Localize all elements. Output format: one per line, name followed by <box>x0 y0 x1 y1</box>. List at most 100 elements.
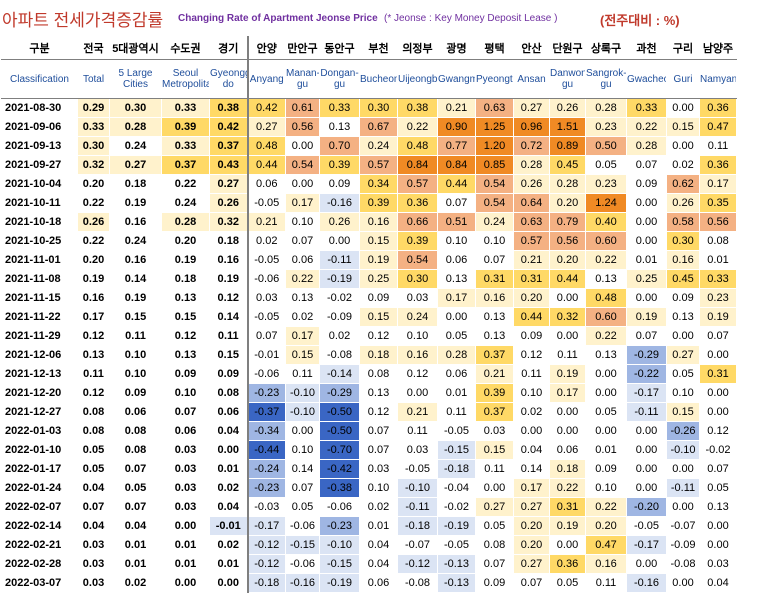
rate-cell: 0.03 <box>161 478 210 498</box>
rate-cell: 0.21 <box>397 402 438 422</box>
table-body: 2021-08-30 0.29 0.30 0.33 0.38 0.42 0.61 0.33 0.… <box>1 98 737 593</box>
column-header-english: Ansan <box>513 59 550 99</box>
rate-cell: 0.03 <box>397 288 438 308</box>
rate-cell: 0.02 <box>209 478 248 498</box>
column-header-korean: 평택 <box>475 36 514 60</box>
rate-cell: -0.06 <box>285 516 320 536</box>
rate-cell: -0.26 <box>666 421 700 441</box>
rate-cell: 0.24 <box>109 231 162 251</box>
rate-cell: 0.18 <box>549 459 586 479</box>
rate-cell: 0.33 <box>161 98 210 118</box>
rate-cell: 0.10 <box>475 231 514 251</box>
jeonse-rate-table: 구분 전국 5대광역시 수도권 경기 안양 만안구 동안구 부천 의정부 광명 평택 안산 단원구 상록구… <box>1 36 737 593</box>
rate-cell: 0.07 <box>699 459 737 479</box>
rate-cell: 0.63 <box>513 212 550 232</box>
column-header-korean: 동안구 <box>319 36 360 60</box>
rate-cell: 0.37 <box>209 136 248 156</box>
rate-cell: 0.15 <box>359 307 398 327</box>
column-header-english: Bucheon <box>359 59 398 99</box>
table-row: 2022-02-28 0.03 0.01 0.01 0.01 -0.12 -0.06 -0.1… <box>1 554 737 574</box>
rate-cell: 0.11 <box>475 459 514 479</box>
rate-cell: 0.66 <box>397 212 438 232</box>
rate-cell: 0.15 <box>475 440 514 460</box>
rate-cell: 0.03 <box>77 535 110 555</box>
table-row: 2022-02-07 0.07 0.07 0.03 0.04 -0.03 0.05 -0.06… <box>1 497 737 517</box>
rate-cell: 0.08 <box>699 231 737 251</box>
rate-cell: 0.00 <box>549 535 586 555</box>
rate-cell: 0.00 <box>285 421 320 441</box>
rate-cell: 0.07 <box>285 231 320 251</box>
rate-cell: -0.20 <box>626 497 667 517</box>
row-date: 2021-08-30 <box>1 98 78 118</box>
row-date: 2021-09-06 <box>1 117 78 137</box>
rate-cell: 0.13 <box>359 383 398 403</box>
rate-cell: -0.09 <box>319 307 360 327</box>
rate-cell: 0.06 <box>437 364 476 384</box>
row-header-korean: 구분 <box>1 36 78 60</box>
rate-cell: -0.06 <box>246 269 286 289</box>
rate-cell: -0.23 <box>246 478 286 498</box>
rate-cell: 0.12 <box>77 383 110 403</box>
rate-cell: 0.43 <box>209 155 248 175</box>
rate-cell: -0.07 <box>397 535 438 555</box>
rate-cell: 0.12 <box>359 402 398 422</box>
jeonse-note: (* Jeonse : Key Money Deposit Lease ) <box>384 13 558 24</box>
rate-cell: 0.19 <box>209 269 248 289</box>
rate-cell: -0.05 <box>397 459 438 479</box>
rate-cell: 0.15 <box>209 345 248 365</box>
rate-cell: 0.00 <box>319 231 360 251</box>
rate-cell: 0.26 <box>666 193 700 213</box>
rate-cell: 0.00 <box>699 516 737 536</box>
rate-cell: 0.19 <box>77 269 110 289</box>
rate-cell: -0.11 <box>319 250 360 270</box>
table-row: 2022-01-10 0.05 0.08 0.03 0.00 -0.44 0.10 -0.70… <box>1 440 737 460</box>
rate-cell: 0.20 <box>513 516 550 536</box>
rate-cell: 0.05 <box>77 459 110 479</box>
rate-cell: 0.70 <box>319 136 360 156</box>
rate-cell: 0.16 <box>585 554 627 574</box>
rate-cell: 0.07 <box>359 421 398 441</box>
rate-cell: 0.22 <box>77 193 110 213</box>
rate-cell: -0.06 <box>246 364 286 384</box>
rate-cell: -0.13 <box>437 573 476 593</box>
rate-cell: 0.06 <box>246 174 286 194</box>
rate-cell: 0.05 <box>109 478 162 498</box>
rate-cell: 0.31 <box>475 269 514 289</box>
rate-cell: 0.27 <box>666 345 700 365</box>
table-row: 2021-11-08 0.19 0.14 0.18 0.19 -0.06 0.22 -0.19… <box>1 269 737 289</box>
row-date: 2021-11-15 <box>1 288 78 308</box>
table-row: 2021-10-04 0.20 0.18 0.22 0.27 0.06 0.00 0.09 0.… <box>1 174 737 194</box>
rate-cell: 0.64 <box>513 193 550 213</box>
rate-cell: 0.31 <box>699 364 737 384</box>
rate-cell: -0.23 <box>246 383 286 403</box>
rate-cell: 0.03 <box>246 288 286 308</box>
rate-cell: 0.07 <box>109 497 162 517</box>
rate-cell: 0.36 <box>549 554 586 574</box>
rate-cell: -0.16 <box>285 573 320 593</box>
table-row: 2022-01-24 0.04 0.05 0.03 0.02 -0.23 0.07 -0.38… <box>1 478 737 498</box>
row-date: 2021-10-18 <box>1 212 78 232</box>
rate-cell: -0.05 <box>246 307 286 327</box>
rate-cell: 0.07 <box>626 326 667 346</box>
rate-cell: 0.00 <box>626 459 667 479</box>
rate-cell: 0.10 <box>285 440 320 460</box>
column-header-korean: 과천 <box>626 36 667 60</box>
rate-cell: 0.11 <box>437 402 476 422</box>
table-row: 2022-02-21 0.03 0.01 0.01 0.02 -0.12 -0.15 -0.1… <box>1 535 737 555</box>
rate-cell: -0.18 <box>246 573 286 593</box>
rate-cell: 0.06 <box>359 573 398 593</box>
rate-cell: 0.84 <box>397 155 438 175</box>
rate-cell: -0.02 <box>319 288 360 308</box>
rate-cell: 0.28 <box>585 98 627 118</box>
rate-cell: 0.00 <box>161 573 210 593</box>
rate-cell: 0.32 <box>209 212 248 232</box>
rate-cell: 0.00 <box>699 345 737 365</box>
rate-cell: 0.37 <box>161 155 210 175</box>
rate-cell: 0.20 <box>77 250 110 270</box>
rate-cell: 0.09 <box>209 364 248 384</box>
rate-cell: -0.11 <box>666 478 700 498</box>
rate-cell: 0.07 <box>437 193 476 213</box>
row-date: 2021-10-11 <box>1 193 78 213</box>
rate-cell: 0.10 <box>285 212 320 232</box>
column-header-korean: 안양 <box>246 36 286 60</box>
